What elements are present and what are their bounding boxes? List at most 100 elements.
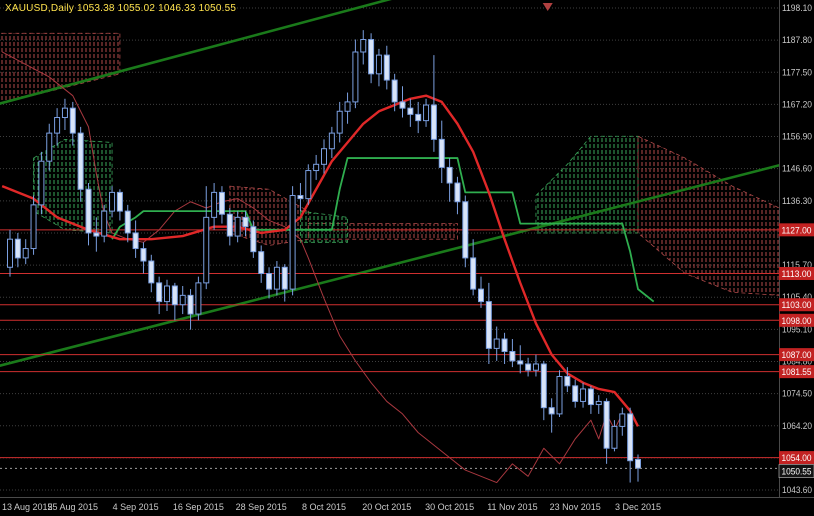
candle-bear [564, 375, 571, 387]
candle-bear [258, 251, 265, 275]
candle-bear [603, 400, 610, 449]
candle-bear [242, 216, 249, 228]
candle-bear [509, 351, 516, 362]
y-axis-tick: 1074.50 [782, 389, 812, 399]
candle-bear [548, 407, 555, 415]
x-axis-tick: 11 Nov 2015 [487, 502, 537, 512]
candle-bear [140, 248, 147, 262]
candle-bull [46, 132, 53, 162]
y-axis-tick: 1136.30 [782, 196, 812, 206]
candle-bull [289, 195, 296, 290]
y-axis-tick: 1095.10 [782, 324, 812, 334]
candle-bull [164, 285, 170, 303]
candle-bull [321, 148, 327, 165]
current-price-badge [778, 464, 814, 478]
y-axis-tick: 1084.80 [782, 356, 812, 366]
candle-bear [525, 363, 532, 371]
price-level-badge-label: 1103.00 [782, 300, 812, 310]
candle-bull [61, 107, 68, 119]
trendline-lower[interactable] [0, 161, 795, 367]
candle-bear [226, 213, 233, 237]
candle-bear [77, 132, 84, 190]
ichimoku-cloud-green [33, 138, 113, 234]
candle-bear [281, 266, 288, 290]
candle-bear [438, 138, 445, 168]
ohlc-readout: XAUUSD,Daily 1053.38 1055.02 1046.33 105… [5, 3, 237, 14]
candle-bull [313, 163, 320, 172]
y-axis-tick: 1064.20 [782, 421, 812, 431]
candle-bull [580, 388, 587, 402]
candle-bear [93, 232, 100, 237]
candle-bull [493, 338, 500, 349]
candle-bull [101, 210, 108, 237]
x-axis-tick: 20 Oct 2015 [362, 502, 411, 512]
x-axis-tick: 23 Nov 2015 [550, 502, 601, 512]
candle-bull [344, 101, 351, 112]
price-level-badge-label: 1087.00 [782, 350, 812, 360]
candle-bear [368, 39, 375, 75]
ichimoku-cloud-green [300, 210, 348, 243]
ichimoku-cloud-red [637, 135, 779, 296]
x-axis-tick: 13 Aug 2015 [2, 502, 53, 512]
price-level-badge [779, 267, 814, 281]
candle-bear [446, 166, 453, 184]
candle-bear [587, 388, 594, 406]
price-axis[interactable]: 1198.10 1187.80 1177.50 1167.20 1156.90 1146.… [778, 0, 814, 497]
candle-bear [391, 79, 398, 103]
candle-bear [14, 238, 21, 259]
candle-bear [297, 195, 304, 200]
price-level-badge-label: 1098.00 [782, 316, 812, 326]
candle-bear [124, 210, 131, 234]
candle-bull [360, 39, 367, 53]
candle-bear [250, 226, 257, 253]
shift-marker-icon [542, 3, 553, 11]
y-axis-tick: 1105.40 [782, 292, 812, 302]
candle-bull [7, 238, 13, 268]
y-axis-tick: 1115.70 [782, 260, 812, 270]
candle-bear [517, 360, 524, 365]
candle-bear [415, 113, 422, 122]
candle-bull [328, 132, 335, 150]
price-level-badge-label: 1054.00 [782, 453, 812, 463]
candle-bear [69, 107, 76, 134]
candle-bear [627, 413, 634, 462]
price-level-badge [779, 348, 814, 362]
candle-bull [423, 104, 430, 122]
price-level-badge [779, 313, 814, 327]
y-axis-tick: 1198.10 [782, 3, 812, 13]
kijun-line-green [111, 157, 655, 303]
candle-bull [375, 54, 382, 75]
candle-bear [407, 107, 414, 115]
candle-bull [195, 282, 202, 315]
candle-bear [501, 338, 508, 353]
candle-bear [485, 301, 492, 349]
ichimoku-cloud-red [0, 32, 121, 105]
y-axis-tick: 1146.60 [782, 164, 812, 174]
candle-bear [156, 282, 163, 303]
plot-area[interactable] [0, 0, 795, 491]
x-axis-tick: 3 Dec 2015 [615, 502, 661, 512]
candle-bear [635, 458, 641, 469]
candle-bear [454, 182, 461, 203]
y-axis-tick: 1156.90 [782, 132, 812, 142]
candle-bear [266, 273, 273, 290]
candle-bull [532, 363, 539, 371]
candle-bull [179, 294, 186, 306]
candle-bull [211, 191, 218, 218]
lagging-line-maroon [1, 51, 623, 484]
candle-bull [273, 266, 280, 290]
candle-bear [478, 288, 484, 303]
candle-bear [470, 257, 477, 290]
candle-bull [305, 170, 312, 200]
x-axis-tick: 30 Oct 2015 [425, 502, 474, 512]
x-axis-tick: 25 Aug 2015 [48, 502, 99, 512]
x-axis-tick: 4 Sep 2015 [113, 502, 159, 512]
x-axis-tick: 8 Oct 2015 [302, 502, 346, 512]
x-axis-tick: 28 Sep 2015 [236, 502, 287, 512]
price-level-badge [779, 223, 814, 237]
candle-bear [430, 104, 437, 140]
candle-bull [352, 51, 359, 103]
